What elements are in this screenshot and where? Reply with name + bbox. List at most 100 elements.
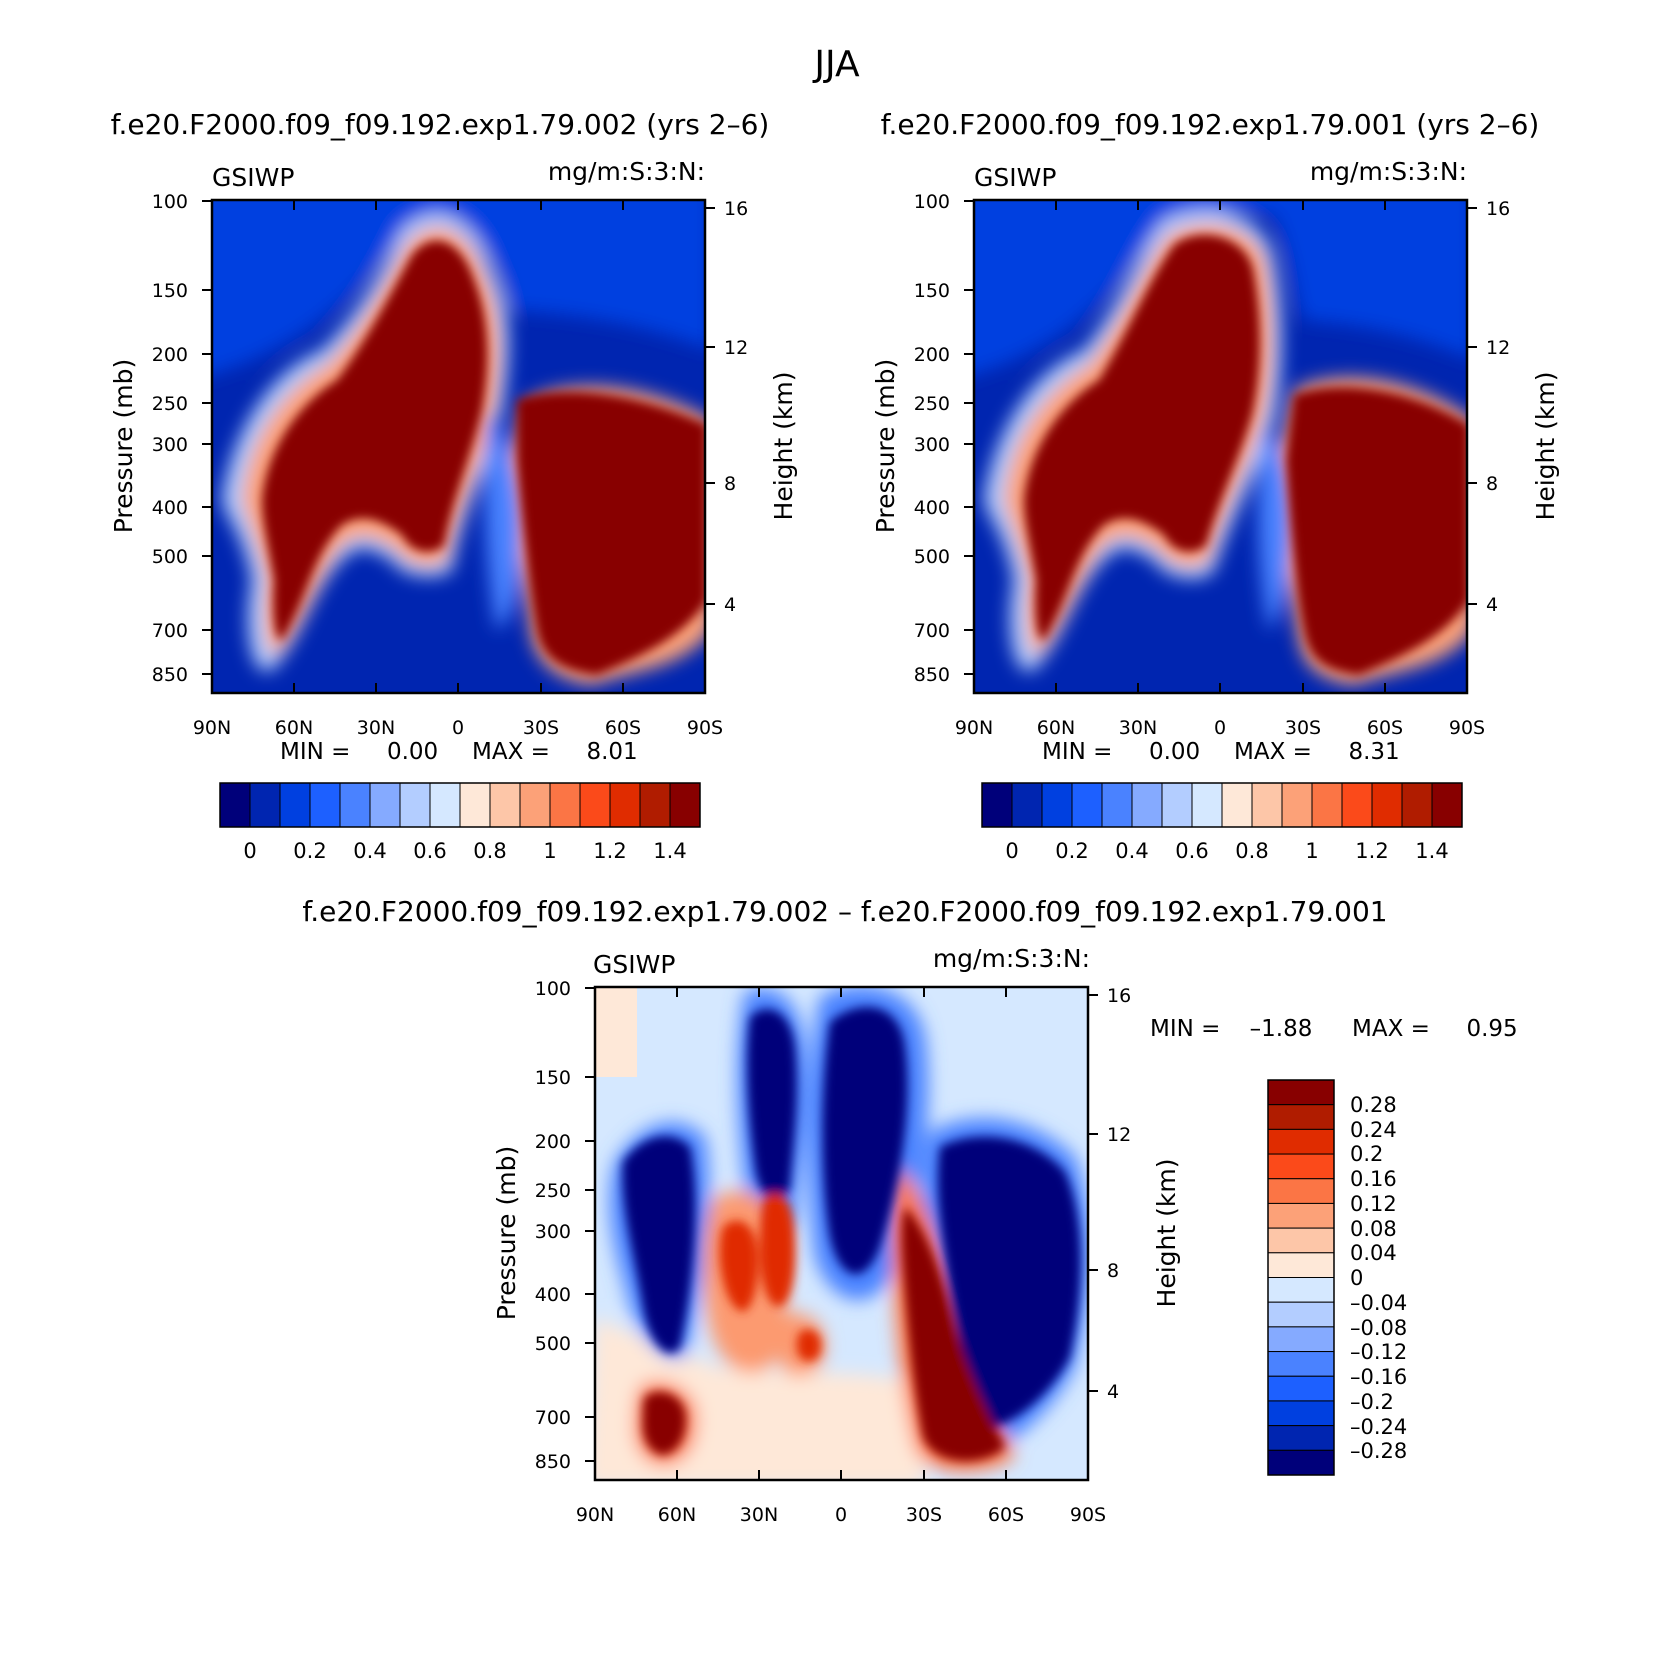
colorbar-box — [1267, 1153, 1335, 1180]
figure-title: JJA — [812, 44, 860, 85]
y-tick-label: 150 — [152, 280, 188, 302]
cb-label: 0.8 — [473, 839, 506, 863]
panel-diff-units: mg/m:S:3:N: — [933, 944, 1090, 973]
colorbar-box — [309, 782, 341, 828]
cb-label: –0.2 — [1350, 1390, 1394, 1414]
colorbar-box — [219, 782, 251, 828]
panel-diff-colorbar: 0.28 0.24 0.2 0.16 0.12 0.08 0.04 0 –0.0… — [1267, 1079, 1407, 1476]
y-tick-label: 200 — [152, 344, 188, 366]
panel-a-ylabel2: Height (km) — [769, 372, 798, 521]
panel-b: f.e20.F2000.f09_f09.192.exp1.79.001 (yrs… — [871, 108, 1560, 863]
y-tick-label: 700 — [535, 1407, 571, 1429]
colorbar-box — [1267, 1326, 1335, 1353]
panel-b-units: mg/m:S:3:N: — [1310, 157, 1467, 186]
panel-a-x-ticks — [211, 200, 706, 693]
cb-label: –0.16 — [1350, 1365, 1407, 1389]
colorbar-box — [579, 782, 611, 828]
cb-label: 0.6 — [1175, 839, 1208, 863]
x-tick-label: 90S — [1070, 1504, 1106, 1526]
cb-label: 0.08 — [1350, 1217, 1397, 1241]
panel-a-min: MIN = 0.00 — [280, 739, 438, 765]
y-tick-label: 500 — [535, 1333, 571, 1355]
y-tick-label: 700 — [152, 620, 188, 642]
y-tick-label: 100 — [152, 191, 188, 213]
colorbar-box — [1251, 782, 1283, 828]
y-tick-label: 500 — [152, 546, 188, 568]
cb-label: 0.12 — [1350, 1192, 1397, 1216]
cb-label: 1 — [543, 839, 556, 863]
panel-diff-field: GSIWP — [593, 950, 675, 979]
cb-label: 0.28 — [1350, 1093, 1397, 1117]
y2-tick-label: 12 — [1486, 337, 1510, 359]
colorbar-boxes — [1267, 1079, 1335, 1476]
colorbar-box — [429, 782, 461, 828]
colorbar-box — [1281, 782, 1313, 828]
cb-label: 0.4 — [1115, 839, 1148, 863]
x-tick-label: 60N — [275, 717, 313, 739]
y-tick-label: 850 — [535, 1451, 571, 1473]
x-tick-label: 0 — [1214, 717, 1226, 739]
y-tick-label: 700 — [914, 620, 950, 642]
panel-diff-x-ticks — [594, 987, 1089, 1480]
colorbar-box — [1267, 1400, 1335, 1427]
panel-b-y-ticks — [964, 200, 1477, 675]
colorbar-box — [1267, 1079, 1335, 1106]
x-tick-label: 60S — [988, 1504, 1024, 1526]
cb-label: –0.08 — [1350, 1316, 1407, 1340]
colorbar-box — [639, 782, 671, 828]
cb-label: –0.28 — [1350, 1439, 1407, 1463]
colorbar-box — [249, 782, 281, 828]
panel-diff-ylabel: Pressure (mb) — [492, 1146, 521, 1320]
x-tick-label: 60S — [1367, 717, 1403, 739]
colorbar-box — [1311, 782, 1343, 828]
cb-label: 0.24 — [1350, 1118, 1397, 1142]
colorbar-box — [549, 782, 581, 828]
cb-label: 0.2 — [1055, 839, 1088, 863]
x-tick-label: 30N — [1119, 717, 1157, 739]
y2-tick-label: 4 — [1486, 594, 1498, 616]
panel-diff-y-ticks — [585, 987, 1098, 1462]
panel-b-ylabel: Pressure (mb) — [871, 359, 900, 533]
x-tick-label: 0 — [452, 717, 464, 739]
x-tick-label: 30S — [1285, 717, 1321, 739]
panel-diff: f.e20.F2000.f09_f09.192.exp1.79.002 – f.… — [302, 895, 1517, 1526]
colorbar-box — [1267, 1351, 1335, 1377]
y2-tick-label: 12 — [1107, 1124, 1131, 1146]
colorbar-boxes — [219, 782, 701, 828]
panel-diff-min: MIN = –1.88 — [1150, 1016, 1312, 1042]
panel-diff-title: f.e20.F2000.f09_f09.192.exp1.79.002 – f.… — [302, 895, 1387, 928]
colorbar-box — [981, 782, 1013, 828]
colorbar-box — [669, 782, 701, 828]
x-tick-label: 60S — [605, 717, 641, 739]
colorbar-box — [1101, 782, 1133, 828]
y-tick-label: 200 — [914, 344, 950, 366]
cb-label: 0.2 — [293, 839, 326, 863]
y-tick-label: 100 — [914, 191, 950, 213]
cb-label: 0.16 — [1350, 1167, 1397, 1191]
y2-tick-label: 8 — [1486, 473, 1498, 495]
colorbar-box — [1131, 782, 1163, 828]
panel-a-contours — [212, 200, 705, 693]
x-tick-label: 90N — [955, 717, 993, 739]
colorbar-box — [609, 782, 641, 828]
colorbar-box — [1431, 782, 1463, 828]
colorbar-box — [1371, 782, 1403, 828]
colorbar-box — [1267, 1202, 1335, 1229]
cb-label: –0.04 — [1350, 1291, 1407, 1315]
colorbar-box — [1267, 1301, 1335, 1328]
panel-a-title: f.e20.F2000.f09_f09.192.exp1.79.002 (yrs… — [111, 108, 770, 141]
y2-tick-label: 16 — [1107, 985, 1131, 1007]
colorbar-box — [1071, 782, 1103, 828]
panel-a-field: GSIWP — [212, 163, 294, 192]
panel-b-colorbar: 0 0.2 0.4 0.6 0.8 1 1.2 1.4 — [981, 782, 1463, 863]
x-tick-label: 90S — [1449, 717, 1485, 739]
y2-tick-label: 12 — [724, 337, 748, 359]
panel-b-min: MIN = 0.00 — [1042, 739, 1200, 765]
y-tick-label: 250 — [535, 1180, 571, 1202]
cb-label: 1.2 — [593, 839, 626, 863]
x-tick-label: 60N — [658, 1504, 696, 1526]
x-tick-label: 90N — [193, 717, 231, 739]
panel-a: f.e20.F2000.f09_f09.192.exp1.79.002 (yrs… — [109, 108, 798, 863]
panel-a-units: mg/m:S:3:N: — [548, 157, 705, 186]
colorbar-box — [1267, 1449, 1335, 1476]
